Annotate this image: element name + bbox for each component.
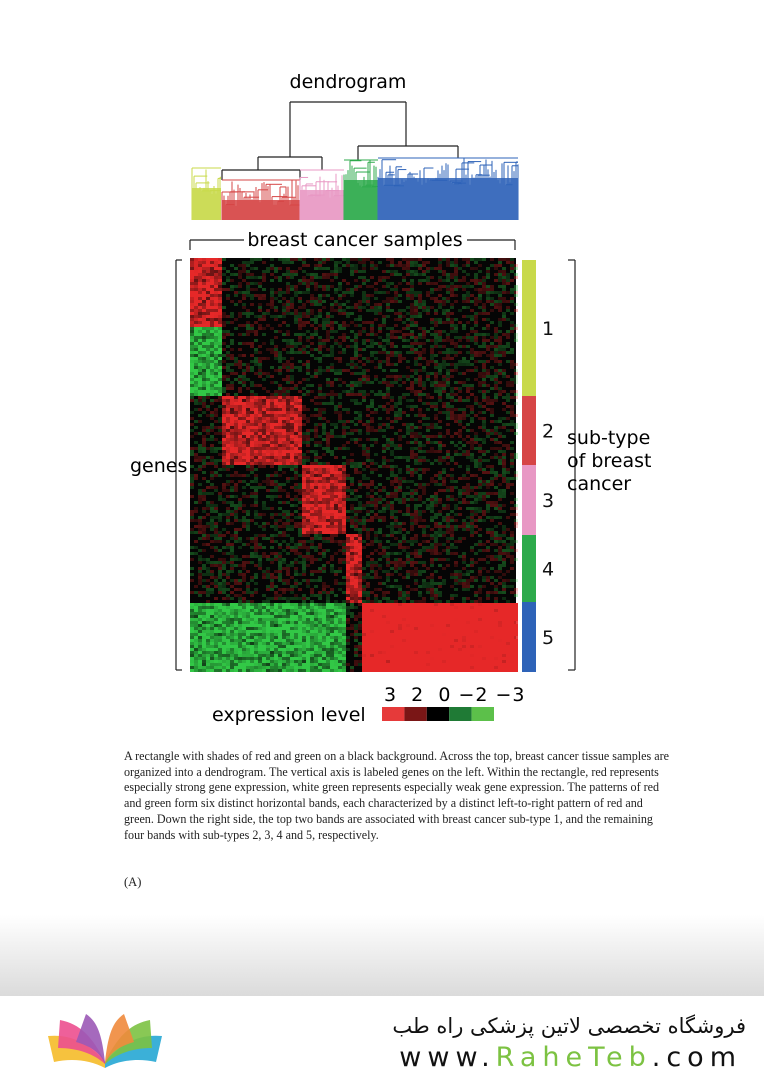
expression-heatmap [190, 258, 518, 672]
footer-fade [0, 915, 764, 1000]
subtype-number-2: 2 [542, 421, 554, 443]
subtype-bracket [568, 259, 576, 671]
dendrogram-cluster-3 [299, 169, 345, 220]
genes-label: genes [130, 455, 187, 477]
dendrogram-heatmap-figure: dendrogram breast cancer samples genes 1… [130, 71, 658, 726]
subtype-bar-5 [522, 602, 536, 672]
site-highlight: RaheTeb [495, 1042, 652, 1073]
legend-swatch-3 [426, 707, 450, 721]
subtype-number-5: 5 [542, 627, 554, 649]
subtype-label-line-1: sub-type [567, 427, 650, 449]
legend-swatch-1 [382, 707, 405, 721]
legend-title: expression level [212, 704, 366, 726]
subtype-bar-4 [522, 535, 536, 602]
dendrogram-cluster-2 [221, 179, 301, 220]
genes-bracket [175, 259, 182, 671]
figure-caption: A rectangle with shades of red and green… [124, 749, 670, 842]
legend-color-scale [382, 707, 494, 721]
legend-swatch-4 [449, 707, 472, 721]
subtype-label: sub-type of breast cancer [567, 427, 658, 495]
dendrogram-tree [221, 101, 459, 180]
subtype-number-3: 3 [542, 490, 554, 512]
dendrogram-clusters [191, 157, 519, 220]
legend-scale-numbers: 3 2 0 −2 −3 [384, 684, 526, 706]
subtype-bar-2 [522, 396, 536, 465]
samples-bracket [189, 239, 516, 250]
subtype-bar-1 [522, 260, 536, 396]
site-prefix: www. [399, 1042, 496, 1073]
legend-swatch-5 [471, 707, 494, 721]
store-title: فروشگاه تخصصی لاتین پزشکی راه طب [392, 1014, 746, 1038]
subtype-number-1: 1 [542, 318, 554, 340]
dendrogram-cluster-1 [191, 167, 221, 220]
website-url[interactable]: www.RaheTeb.com [399, 1042, 742, 1073]
subtype-label-line-2: of breast [567, 450, 652, 472]
panel-label: (A) [124, 875, 142, 889]
book-logo-icon [48, 1014, 162, 1068]
subtype-bar-3 [522, 465, 536, 535]
subtype-color-bar: 1 2 3 4 5 [522, 260, 554, 672]
subtype-number-4: 4 [542, 559, 554, 581]
footer [0, 996, 764, 1080]
subtype-label-line-3: cancer [567, 473, 631, 495]
dendrogram-cluster-4 [343, 159, 379, 220]
dendrogram-label: dendrogram [290, 71, 407, 93]
legend-swatch-2 [404, 707, 427, 721]
site-suffix: .com [651, 1042, 742, 1073]
samples-label: breast cancer samples [247, 229, 462, 251]
dendrogram-cluster-5 [377, 157, 519, 220]
